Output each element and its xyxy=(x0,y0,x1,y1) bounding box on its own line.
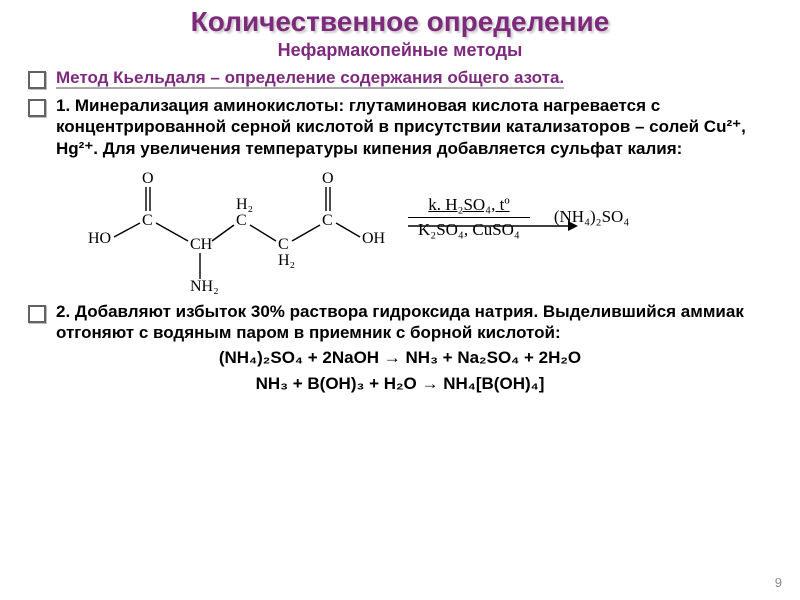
atom-O1: O xyxy=(142,170,154,187)
slide-title: Количественное определение xyxy=(28,6,772,38)
slide-container: Количественное определение Нефармакопейн… xyxy=(0,0,800,600)
slide-subtitle: Нефармакопейные методы xyxy=(28,40,772,61)
atom-C2: C xyxy=(236,212,247,229)
method-name: Метод Кьельдаля – определение содержания… xyxy=(56,68,559,89)
atom-NH2: NH₂ xyxy=(190,278,219,295)
reaction-arrow-icon xyxy=(408,217,628,235)
atom-C4: C xyxy=(322,212,333,229)
reaction-conditions: k. H₂SO₄, tº (NH₄)₂SO₄ K₂SO₄, CuSO₄ xyxy=(408,195,630,240)
method-period: . xyxy=(559,68,564,89)
cond-top: k. H₂SO₄, tº xyxy=(428,195,509,214)
atom-C1: C xyxy=(142,212,153,229)
equation-2: NH₃ + B(OH)₃ + H₂O → NH₄[B(OH)₄] xyxy=(28,371,772,397)
page-number: 9 xyxy=(775,575,782,590)
atom-H2b: H₂ xyxy=(278,252,295,269)
atom-HO-left: HO xyxy=(88,230,111,247)
glutamic-acid-structure: HO C O CH NH₂ C H₂ C H₂ C O OH xyxy=(88,165,408,295)
equation-1: (NH₄)₂SO₄ + 2NaOH → NH₃ + Na₂SO₄ + 2H₂O xyxy=(28,345,772,371)
atom-OH-right: OH xyxy=(362,230,386,247)
atom-C3: C xyxy=(278,236,289,253)
atom-CH: CH xyxy=(190,236,213,253)
bullet-row-method: Метод Кьельдаля – определение содержания… xyxy=(28,67,772,89)
bullet-icon xyxy=(28,71,46,89)
bullet-icon xyxy=(28,99,46,117)
atom-H2a: H₂ xyxy=(236,196,253,213)
bullet-icon xyxy=(28,305,46,323)
para2-text: 2. Добавляют избыток 30% раствора гидрок… xyxy=(56,301,772,344)
para1-text: 1. Минерализация аминокислоты: глутамино… xyxy=(56,95,772,159)
bullet-row-para1: 1. Минерализация аминокислоты: глутамино… xyxy=(28,95,772,159)
bullet-row-para2: 2. Добавляют избыток 30% раствора гидрок… xyxy=(28,301,772,344)
atom-O2: O xyxy=(322,170,334,187)
equation-block: (NH₄)₂SO₄ + 2NaOH → NH₃ + Na₂SO₄ + 2H₂O … xyxy=(28,345,772,396)
reaction-diagram: HO C O CH NH₂ C H₂ C H₂ C O OH xyxy=(88,165,772,295)
